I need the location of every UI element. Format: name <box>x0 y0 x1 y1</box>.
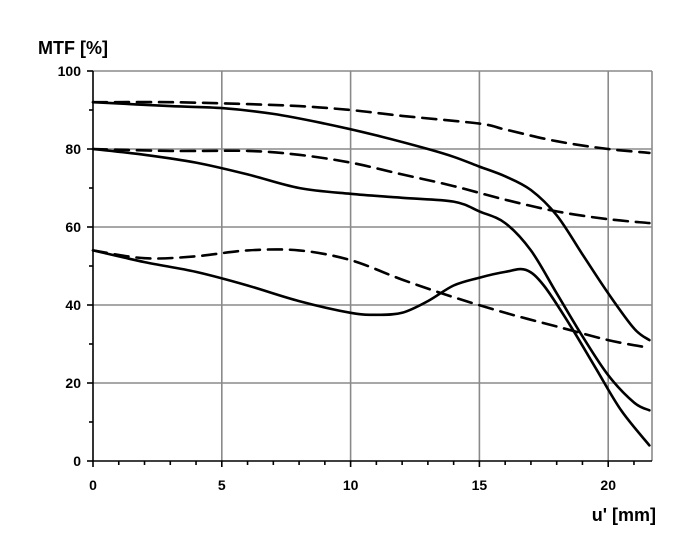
y-tick-label: 100 <box>58 63 82 79</box>
y-tick-label: 80 <box>65 141 81 157</box>
dashed-mtf-curve-6 <box>91 248 651 350</box>
y-tick-label: 40 <box>65 297 81 313</box>
y-tick-label: 20 <box>65 375 81 391</box>
label-layer: 0 20 40 60 80 100 0 5 10 15 20 <box>58 63 617 493</box>
x-tick-label: 10 <box>343 477 359 493</box>
dashed-mtf-curve-5 <box>91 147 651 225</box>
y-tick-label: 0 <box>73 453 81 469</box>
grid-layer <box>93 70 653 461</box>
x-axis-title: u' [mm] <box>592 505 656 525</box>
x-tick-label: 20 <box>600 477 616 493</box>
series-layer <box>91 100 651 447</box>
axis-layer <box>87 70 652 467</box>
dashed-mtf-curve-4 <box>91 100 651 155</box>
y-tick-label: 60 <box>65 219 81 235</box>
solid-mtf-curve-1 <box>91 100 651 342</box>
y-axis-title: MTF [%] <box>38 38 108 58</box>
solid-mtf-curve-2 <box>91 147 651 412</box>
solid-mtf-curve-3 <box>91 249 651 447</box>
x-tick-label: 0 <box>89 477 97 493</box>
x-tick-label: 5 <box>218 477 226 493</box>
x-tick-label: 15 <box>472 477 488 493</box>
